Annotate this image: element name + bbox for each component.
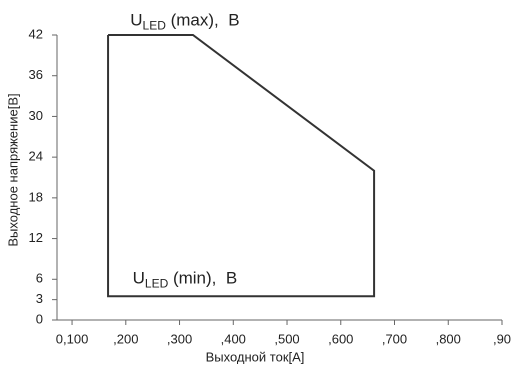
x-axis-label: Выходной ток[A]	[206, 349, 305, 364]
y-tick-label: 6	[36, 271, 43, 286]
x-tick-label: ,500	[274, 331, 299, 346]
y-tick-label: 42	[29, 26, 43, 41]
annotation: ULED (min), B	[133, 269, 238, 291]
annotation: ULED (max), B	[130, 11, 239, 33]
annotation-sub: LED	[143, 19, 167, 33]
x-tick-label: ,90	[493, 331, 511, 346]
x-tick-label: ,300	[167, 331, 192, 346]
annotation-main: U	[133, 269, 145, 288]
x-tick-label: ,400	[221, 331, 246, 346]
x-tick-label: ,200	[113, 331, 138, 346]
operating-area-line	[107, 34, 376, 298]
y-tick-label: 0	[36, 311, 43, 326]
x-tick-label: 0,100	[56, 331, 89, 346]
y-tick-label: 24	[29, 149, 43, 164]
x-tick-label: ,600	[328, 331, 353, 346]
y-tick-label: 3	[36, 291, 43, 306]
x-tick-label: ,700	[382, 331, 407, 346]
annotation-rest: (max), B	[166, 11, 240, 30]
y-tick-label: 30	[29, 108, 43, 123]
y-tick-label: 36	[29, 67, 43, 82]
annotation-main: U	[130, 11, 142, 30]
annotation-sub: LED	[145, 276, 169, 290]
y-tick-label: 12	[29, 230, 43, 245]
y-tick-label: 18	[29, 189, 43, 204]
x-tick-label: ,800	[436, 331, 461, 346]
annotation-rest: (min), B	[168, 269, 237, 288]
y-axis-label: Выходное напряжение[В]	[5, 93, 20, 246]
